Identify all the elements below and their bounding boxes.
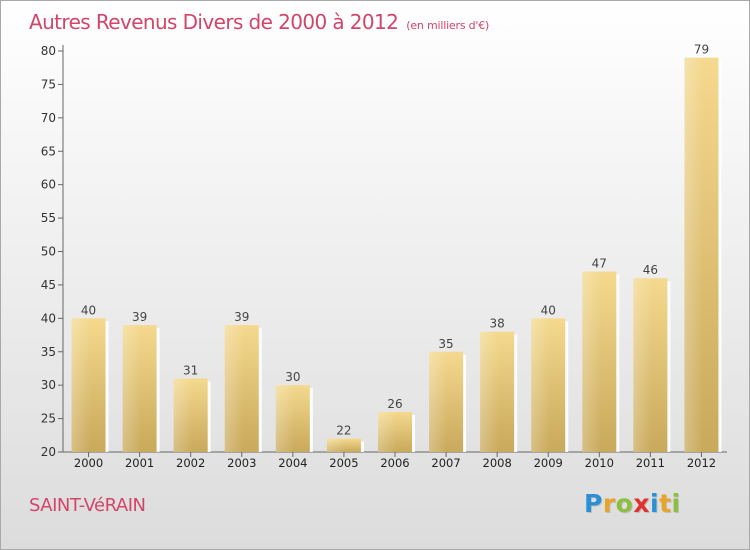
- x-tick-label: 2000: [74, 456, 103, 470]
- x-tick-label: 2004: [278, 456, 307, 470]
- data-label: 30: [285, 370, 300, 384]
- y-axis: 20 25 30 35 40 45 50 55 60 65 70 75 80: [41, 44, 64, 459]
- logo-letter: x: [633, 489, 650, 518]
- proxiti-logo[interactable]: Proxiti: [584, 489, 681, 518]
- y-tick-label: 30: [41, 378, 56, 392]
- y-tick-label: 45: [41, 278, 56, 292]
- bar-shine: [582, 271, 602, 452]
- x-tick-label: 2002: [176, 456, 205, 470]
- bar-shine: [173, 378, 193, 452]
- y-tick-label: 75: [41, 77, 56, 91]
- title-row: Autres Revenus Divers de 2000 à 2012 (en …: [29, 10, 489, 34]
- x-tick-label: 2007: [431, 456, 460, 470]
- chart-title: Autres Revenus Divers de 2000 à 2012: [29, 10, 399, 34]
- y-tick-label: 20: [41, 445, 56, 459]
- logo-letter: i: [671, 489, 681, 518]
- bar-shine: [633, 278, 653, 452]
- data-label: 47: [592, 257, 607, 271]
- data-labels: 40 39 31 39 30 22 26 35 38 40 47 46 79: [81, 43, 709, 438]
- data-label: 38: [490, 317, 505, 331]
- x-tick-label: 2003: [227, 456, 256, 470]
- bar-shine: [224, 325, 244, 452]
- y-tick-label: 40: [41, 311, 56, 325]
- data-label: 39: [234, 310, 249, 324]
- x-tick-label: 2009: [534, 456, 563, 470]
- x-tick-label: 2012: [687, 456, 716, 470]
- bar-shine: [378, 411, 397, 452]
- bar-shine: [326, 438, 346, 452]
- bars: [71, 57, 722, 452]
- y-tick-label: 50: [41, 245, 56, 259]
- bar-shine: [684, 57, 704, 452]
- data-label: 26: [387, 397, 402, 411]
- logo-letter: o: [615, 489, 634, 518]
- x-axis: 2000 2001 2002 2003 2004 2005 2006 2007 2008 2009…: [63, 451, 727, 470]
- data-label: 46: [643, 263, 658, 277]
- y-tick-label: 65: [41, 144, 56, 158]
- data-label: 40: [81, 303, 96, 317]
- commune-name: SAINT-VéRAIN: [29, 495, 146, 516]
- y-tick-label: 55: [41, 211, 56, 225]
- y-tick-label: 35: [41, 345, 56, 359]
- logo-letter: r: [602, 489, 616, 518]
- x-tick-label: 2005: [329, 456, 358, 470]
- x-tick-label: 2010: [585, 456, 614, 470]
- x-tick-label: 2001: [125, 456, 154, 470]
- data-label: 22: [336, 424, 351, 438]
- logo-letter: P: [584, 489, 603, 518]
- bar-shine: [122, 325, 142, 452]
- chart-unit: (en milliers d'€): [406, 19, 490, 32]
- x-tick-label: 2006: [380, 456, 409, 470]
- logo-letter: t: [659, 489, 672, 518]
- data-label: 35: [438, 337, 453, 351]
- bar-shine: [429, 351, 448, 452]
- y-tick-label: 70: [41, 111, 56, 125]
- y-tick-label: 60: [41, 178, 56, 192]
- bar-shine: [71, 318, 91, 452]
- bar-shine: [275, 385, 295, 452]
- bar-shine: [531, 318, 550, 452]
- x-tick-label: 2011: [636, 456, 665, 470]
- y-tick-label: 80: [41, 44, 56, 58]
- bar-shine: [480, 331, 499, 452]
- logo-letter: i: [650, 489, 660, 518]
- data-label: 40: [541, 303, 556, 317]
- y-tick-label: 25: [41, 412, 56, 426]
- data-label: 79: [694, 43, 709, 57]
- x-tick-label: 2008: [483, 456, 512, 470]
- data-label: 39: [132, 310, 147, 324]
- data-label: 31: [183, 363, 198, 377]
